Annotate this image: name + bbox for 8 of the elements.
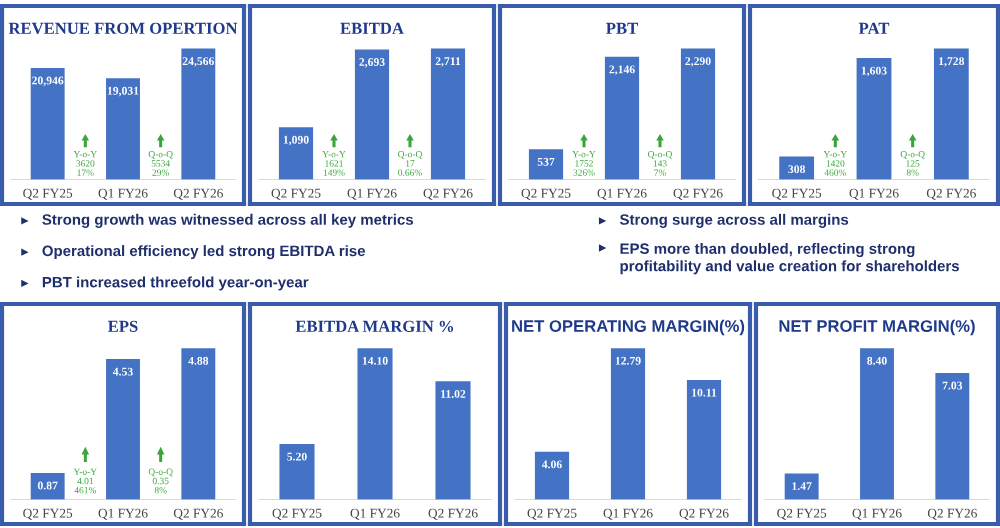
chart-title: NET OPERATING MARGIN(%) — [512, 319, 745, 336]
chart-title: EBITDA — [340, 22, 404, 34]
chart-title: PBT — [606, 22, 638, 34]
chart-title: EPS — [108, 320, 138, 332]
chart-title: EBITDA MARGIN % — [295, 320, 454, 332]
chart-title: NET PROFIT MARGIN(%) — [779, 319, 975, 336]
chart-title: REVENUE FROM OPERTION — [8, 22, 238, 35]
chart-title: PAT — [858, 22, 890, 34]
